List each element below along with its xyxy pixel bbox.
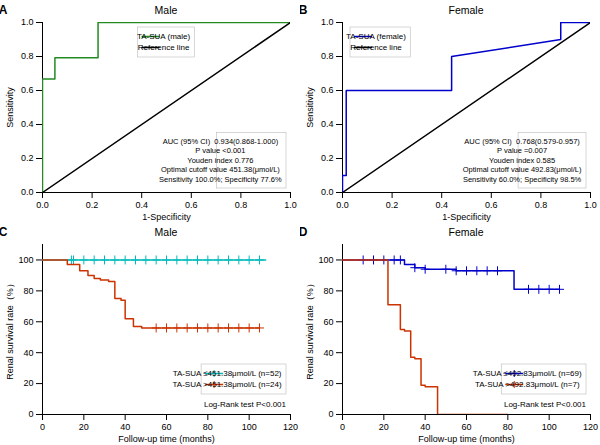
svg-text:1.0: 1.0 — [21, 17, 34, 27]
svg-text:120: 120 — [283, 422, 298, 432]
svg-text:Log-Rank test P<0.001: Log-Rank test P<0.001 — [504, 400, 587, 409]
svg-text:0.4: 0.4 — [321, 119, 334, 129]
svg-text:Follow-up time (months): Follow-up time (months) — [118, 434, 215, 444]
svg-text:Sensitivity: Sensitivity — [305, 87, 315, 128]
svg-text:0.8: 0.8 — [535, 200, 548, 210]
svg-text:20: 20 — [79, 422, 89, 432]
svg-text:0.0: 0.0 — [21, 187, 34, 197]
svg-text:0.8: 0.8 — [21, 51, 34, 61]
svg-text:Male: Male — [155, 226, 178, 238]
svg-text:0.2: 0.2 — [386, 200, 399, 210]
svg-text:100: 100 — [242, 422, 257, 432]
svg-text:0: 0 — [328, 409, 333, 419]
svg-text:AUC (95% CI) 0.768(0.579-0.95: AUC (95% CI) 0.768(0.579-0.957)P value =… — [463, 137, 582, 184]
svg-text:0.0: 0.0 — [336, 200, 349, 210]
svg-text:0.6: 0.6 — [185, 200, 198, 210]
svg-text:0: 0 — [340, 422, 345, 432]
svg-text:80: 80 — [503, 422, 513, 432]
svg-text:80: 80 — [203, 422, 213, 432]
svg-text:B: B — [300, 3, 308, 17]
svg-text:Reference line: Reference line — [138, 43, 190, 52]
svg-text:60: 60 — [161, 422, 171, 432]
svg-text:40: 40 — [120, 422, 130, 432]
svg-text:60: 60 — [461, 422, 471, 432]
svg-text:0.0: 0.0 — [321, 187, 334, 197]
svg-text:1-Specificity: 1-Specificity — [142, 212, 191, 222]
svg-text:Renal survival rate（%）: Renal survival rate（%） — [5, 279, 15, 380]
svg-text:1-Specificity: 1-Specificity — [442, 212, 491, 222]
svg-text:1.0: 1.0 — [321, 17, 334, 27]
svg-text:D: D — [300, 225, 308, 239]
svg-text:0.2: 0.2 — [86, 200, 99, 210]
svg-text:Renal survival rate（%）: Renal survival rate（%） — [305, 279, 315, 380]
svg-text:0.6: 0.6 — [321, 85, 334, 95]
svg-text:0.6: 0.6 — [485, 200, 498, 210]
svg-text:1.0: 1.0 — [284, 200, 297, 210]
svg-text:0.6: 0.6 — [21, 85, 34, 95]
svg-text:20: 20 — [379, 422, 389, 432]
svg-text:100: 100 — [318, 255, 333, 265]
svg-text:Male: Male — [155, 4, 178, 16]
svg-text:C: C — [0, 225, 8, 239]
svg-text:80: 80 — [23, 286, 33, 296]
svg-text:20: 20 — [23, 378, 33, 388]
svg-text:Female: Female — [448, 4, 483, 16]
svg-text:80: 80 — [323, 286, 333, 296]
svg-text:TA-SUA (male): TA-SUA (male) — [137, 32, 191, 41]
svg-text:0.4: 0.4 — [21, 119, 34, 129]
svg-text:0.2: 0.2 — [321, 153, 334, 163]
svg-text:0.8: 0.8 — [321, 51, 334, 61]
svg-text:0: 0 — [28, 409, 33, 419]
svg-text:40: 40 — [23, 348, 33, 358]
svg-text:0: 0 — [40, 422, 45, 432]
svg-text:0.2: 0.2 — [21, 153, 34, 163]
svg-text:TA-SUA >492.83μmol/L (n=7): TA-SUA >492.83μmol/L (n=7) — [475, 380, 580, 389]
svg-text:40: 40 — [323, 348, 333, 358]
svg-text:TA-SUA ≤451.38μmol/L (n=52): TA-SUA ≤451.38μmol/L (n=52) — [173, 369, 282, 378]
svg-text:100: 100 — [542, 422, 557, 432]
svg-text:0.0: 0.0 — [36, 200, 49, 210]
svg-text:60: 60 — [323, 317, 333, 327]
svg-text:TA-SUA >451.38μmol/L (n=24): TA-SUA >451.38μmol/L (n=24) — [173, 380, 282, 389]
svg-text:0.8: 0.8 — [235, 200, 248, 210]
svg-text:0.4: 0.4 — [435, 200, 448, 210]
svg-text:A: A — [0, 3, 8, 17]
svg-text:1.0: 1.0 — [584, 200, 597, 210]
svg-text:TA-SUA ≤492.83μmol/L (n=69): TA-SUA ≤492.83μmol/L (n=69) — [473, 369, 582, 378]
svg-text:AUC (95% CI) 0.934(0.868-1.00: AUC (95% CI) 0.934(0.868-1.000)P value <… — [159, 137, 282, 184]
svg-text:Female: Female — [448, 226, 483, 238]
svg-text:120: 120 — [583, 422, 598, 432]
svg-text:20: 20 — [323, 378, 333, 388]
svg-text:100: 100 — [18, 255, 33, 265]
svg-text:40: 40 — [420, 422, 430, 432]
svg-text:Follow-up time (months): Follow-up time (months) — [418, 434, 515, 444]
svg-text:60: 60 — [23, 317, 33, 327]
svg-text:TA-SUA (female): TA-SUA (female) — [346, 32, 406, 41]
svg-text:Log-Rank test P<0.001: Log-Rank test P<0.001 — [204, 400, 287, 409]
svg-text:0.4: 0.4 — [135, 200, 148, 210]
svg-text:Sensitivity: Sensitivity — [5, 87, 15, 128]
svg-text:Reference line: Reference line — [350, 43, 402, 52]
